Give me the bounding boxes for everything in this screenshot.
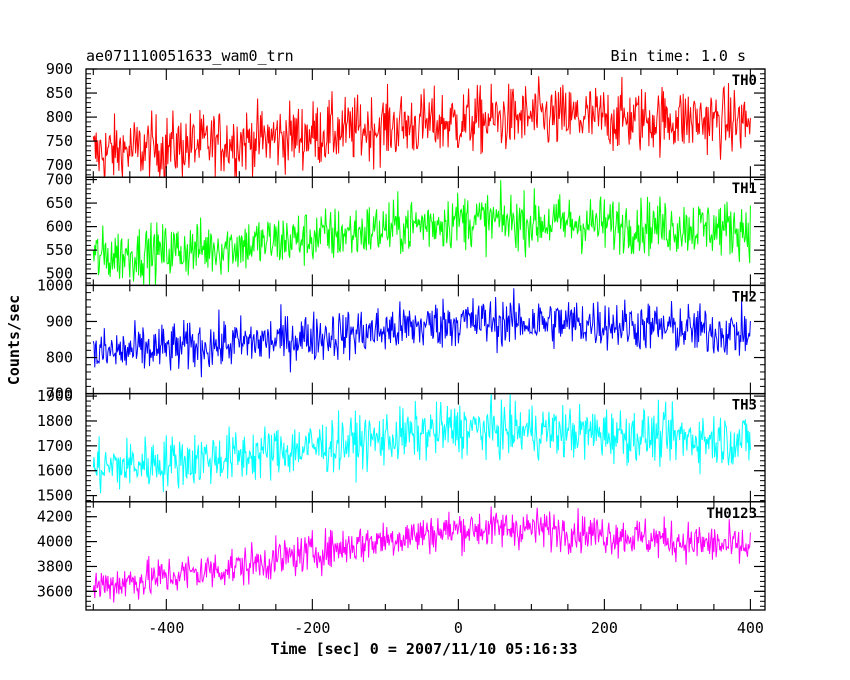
panel-label-th0123: TH0123: [706, 506, 757, 522]
panel-label-th2: TH2: [732, 289, 757, 305]
y-tick-label-th2: 1000: [37, 276, 73, 294]
x-tick-label: 200: [591, 619, 618, 637]
y-tick-label-th2: 700: [46, 385, 73, 403]
y-axis-label: Counts/sec: [5, 295, 23, 385]
bin-time-label: Bin time: 1.0 s: [611, 47, 746, 65]
x-tick-label: 0: [454, 619, 463, 637]
y-tick-label-th1: 550: [46, 241, 73, 259]
y-tick-label-th3: 1800: [37, 412, 73, 430]
series-line-th0: [92, 76, 751, 178]
y-tick-label-th2: 800: [46, 349, 73, 367]
y-tick-label-th0: 700: [46, 156, 73, 174]
x-axis-label: Time [sec] 0 = 2007/11/10 05:16:33: [270, 640, 577, 658]
series-line-th3: [92, 393, 751, 494]
y-tick-label-th0: 850: [46, 84, 73, 102]
y-tick-label-th1: 500: [46, 265, 73, 283]
panel-label-th0: TH0: [732, 73, 757, 89]
series-line-th2: [92, 288, 751, 378]
y-tick-label-th0123: 3800: [37, 557, 73, 575]
y-tick-label-th3: 1900: [37, 387, 73, 405]
panels-group: 700 750 800 850 900 TH0 500 550 600 650 700 TH1 700 8…: [37, 60, 766, 637]
y-tick-label-th0: 900: [46, 60, 73, 78]
y-tick-label-th0: 800: [46, 108, 73, 126]
plot-title: ae071110051633_wam0_trn: [86, 47, 294, 65]
y-tick-label-th3: 1600: [37, 462, 73, 480]
y-tick-label-th1: 600: [46, 218, 73, 236]
y-tick-label-th1: 700: [46, 171, 73, 189]
x-tick-label: -200: [294, 619, 330, 637]
series-line-th1: [92, 180, 751, 286]
y-tick-label-th3: 1500: [37, 487, 73, 505]
panel-frame-th0123: [85, 501, 766, 611]
y-tick-label-th0123: 4200: [37, 508, 73, 526]
y-tick-label-th2: 900: [46, 312, 73, 330]
panel-label-th1: TH1: [732, 181, 757, 197]
series-line-th0123: [92, 506, 751, 603]
y-tick-label-th0: 750: [46, 132, 73, 150]
x-tick-label: 400: [737, 619, 764, 637]
x-tick-label: -400: [148, 619, 184, 637]
y-tick-label-th0123: 3600: [37, 582, 73, 600]
panel-label-th3: TH3: [732, 398, 757, 414]
y-tick-label-th0123: 4000: [37, 533, 73, 551]
y-tick-label-th3: 1700: [37, 437, 73, 455]
y-tick-label-th1: 650: [46, 194, 73, 212]
